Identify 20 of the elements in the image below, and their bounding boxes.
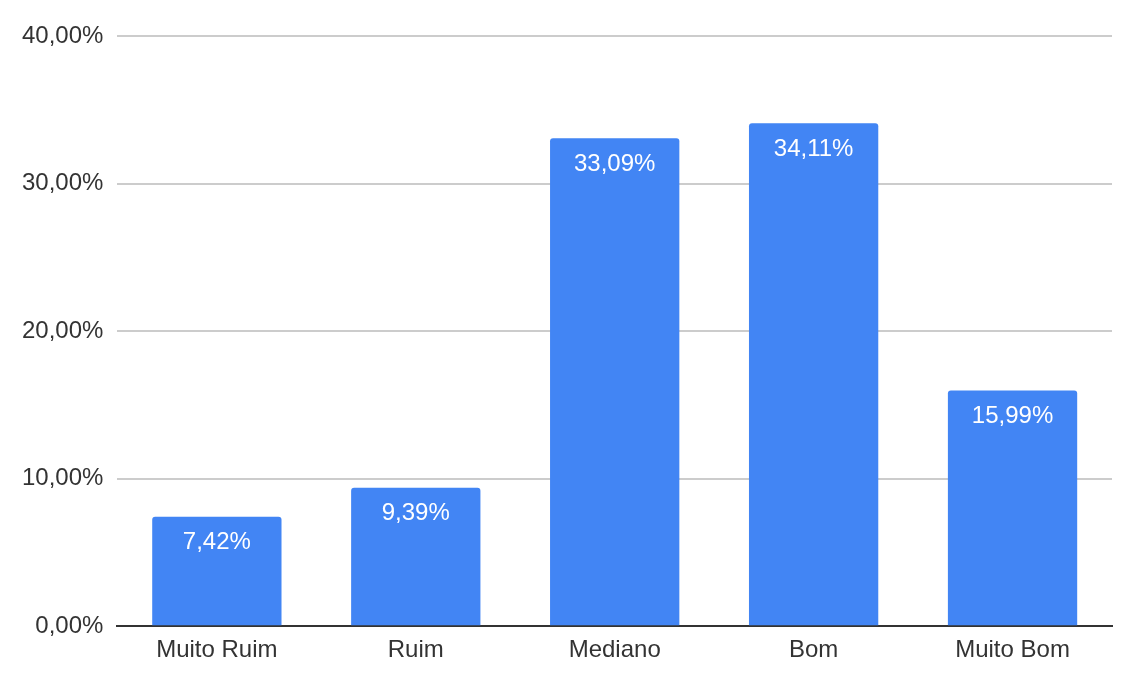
data-label: 9,39% [381,498,450,526]
y-tick-label: 30,00% [21,168,104,196]
data-label: 15,99% [971,401,1054,429]
x-tick-label: Bom [788,635,839,663]
bar [947,390,1078,626]
bar [550,138,680,626]
y-tick-label: 0,00% [35,610,104,638]
y-tick-label: 10,00% [21,463,104,491]
y-tick-label: 20,00% [21,315,104,343]
x-tick-label: Mediano [568,635,661,663]
data-label: 34,11% [773,133,854,161]
data-label: 33,09% [574,148,656,176]
data-label: 7,42% [182,527,251,555]
bar [152,516,282,626]
bar [351,487,481,626]
x-tick-label: Ruim [387,635,444,663]
x-tick-label: Muito Bom [955,635,1070,663]
x-tick-label: Muito Ruim [156,635,278,663]
bar [748,123,879,626]
y-tick-label: 40,00% [21,21,104,49]
